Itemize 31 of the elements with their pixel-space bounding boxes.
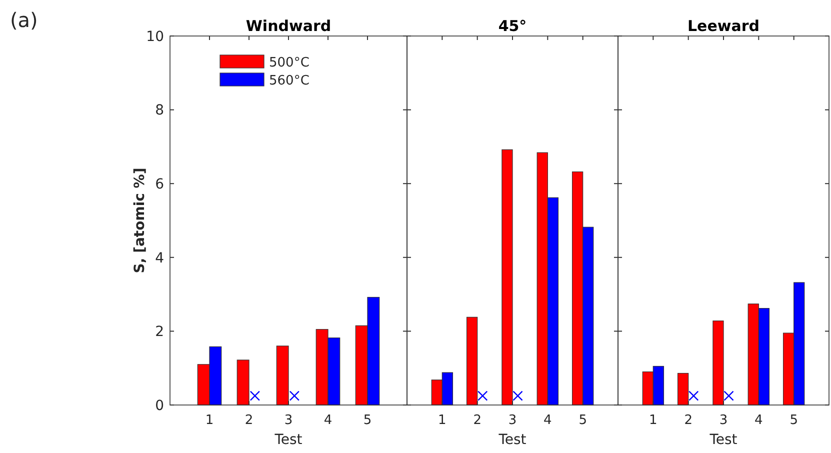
x-axis-title: Test: [274, 432, 303, 448]
legend-label: 560°C: [269, 74, 310, 89]
x-axis-title: Test: [708, 432, 738, 448]
x-tick-label: 1: [205, 413, 214, 428]
x-tick-label: 3: [719, 413, 728, 428]
y-tick-label: 4: [155, 250, 164, 266]
x-tick-label: 3: [284, 413, 293, 428]
text: (a): [10, 8, 38, 32]
x-tick-label: 5: [790, 413, 798, 428]
x-tick-label: 5: [363, 413, 372, 428]
y-tick-label: 2: [155, 324, 164, 340]
chart-title: 45°: [498, 17, 527, 35]
y-tick-label: 8: [155, 102, 164, 119]
x-tick-label: 1: [649, 413, 658, 428]
chart-title: Windward: [246, 17, 332, 35]
x-tick-label: 4: [754, 413, 763, 428]
y-tick-label: 6: [155, 176, 164, 192]
x-tick-label: 4: [544, 413, 552, 428]
x-tick-label: 1: [438, 413, 446, 428]
x-axis-title: Test: [498, 432, 527, 448]
x-tick-label: 2: [684, 413, 692, 428]
x-tick-label: 2: [473, 413, 482, 428]
x-tick-label: 5: [578, 413, 587, 428]
y-tick-label: 0: [155, 398, 164, 414]
x-tick-label: 4: [324, 413, 332, 428]
y-tick-label: 10: [146, 28, 164, 45]
legend-label: 500°C: [269, 56, 310, 71]
x-tick-label: 3: [508, 413, 517, 428]
y-axis-title: S, [atomic %]: [132, 168, 148, 274]
x-tick-label: 2: [244, 413, 254, 428]
chart-title: Leeward: [687, 17, 760, 35]
